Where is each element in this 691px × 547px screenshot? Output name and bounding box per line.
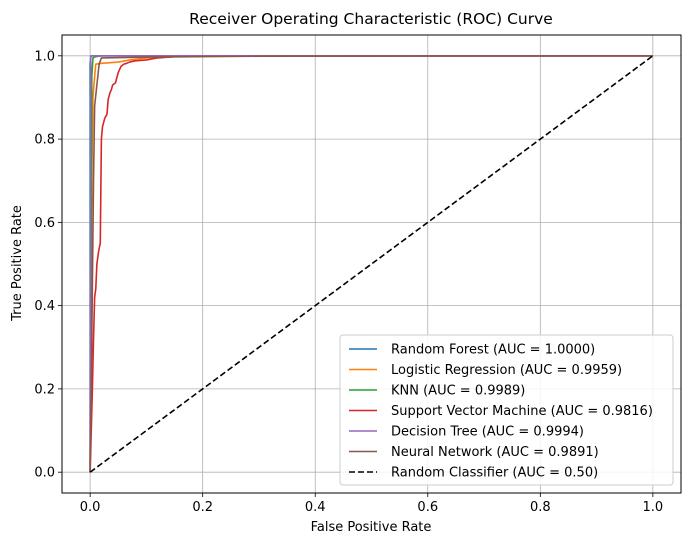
series-line-support-vector-machine xyxy=(89,55,653,473)
y-axis-label: True Positive Rate xyxy=(10,205,25,322)
y-tick-label: 0.8 xyxy=(34,133,55,148)
y-tick-label: 0.6 xyxy=(34,216,55,231)
legend: Random Forest (AUC = 1.0000) Logistic Reg… xyxy=(339,334,674,486)
x-axis-label: False Positive Rate xyxy=(311,520,432,535)
y-tick-label: 0.0 xyxy=(34,466,55,481)
x-tick-label: 1.0 xyxy=(643,500,664,515)
legend-label: Neural Network (AUC = 0.9891) xyxy=(391,445,599,460)
x-tick-label: 0.6 xyxy=(417,500,438,515)
axis-ticks: 0.0 0.2 0.4 0.6 0.8 1.0 0.0 0.2 0.4 0.6 0.8 1.0 xyxy=(34,49,663,515)
series-line-neural-network xyxy=(89,55,653,473)
y-tick-label: 0.4 xyxy=(34,299,55,314)
y-tick-label: 1.0 xyxy=(34,49,55,64)
plot-frame xyxy=(61,34,682,494)
legend-label: Random Classifier (AUC = 0.50) xyxy=(391,466,598,481)
y-tick-label: 0.2 xyxy=(34,382,55,397)
series-lines xyxy=(89,55,654,473)
x-tick-label: 0.2 xyxy=(192,500,213,515)
x-tick-label: 0.8 xyxy=(530,500,551,515)
x-tick-label: 0.0 xyxy=(80,500,101,515)
legend-label: Random Forest (AUC = 1.0000) xyxy=(391,343,595,358)
legend-label: Logistic Regression (AUC = 0.9959) xyxy=(391,363,622,378)
legend-label: Support Vector Machine (AUC = 0.9816) xyxy=(391,404,653,419)
legend-label: KNN (AUC = 0.9989) xyxy=(391,384,525,399)
chart-title: Receiver Operating Characteristic (ROC) … xyxy=(189,10,553,28)
legend-box xyxy=(339,334,674,486)
legend-label: Decision Tree (AUC = 0.9994) xyxy=(391,425,584,440)
x-tick-label: 0.4 xyxy=(305,500,326,515)
